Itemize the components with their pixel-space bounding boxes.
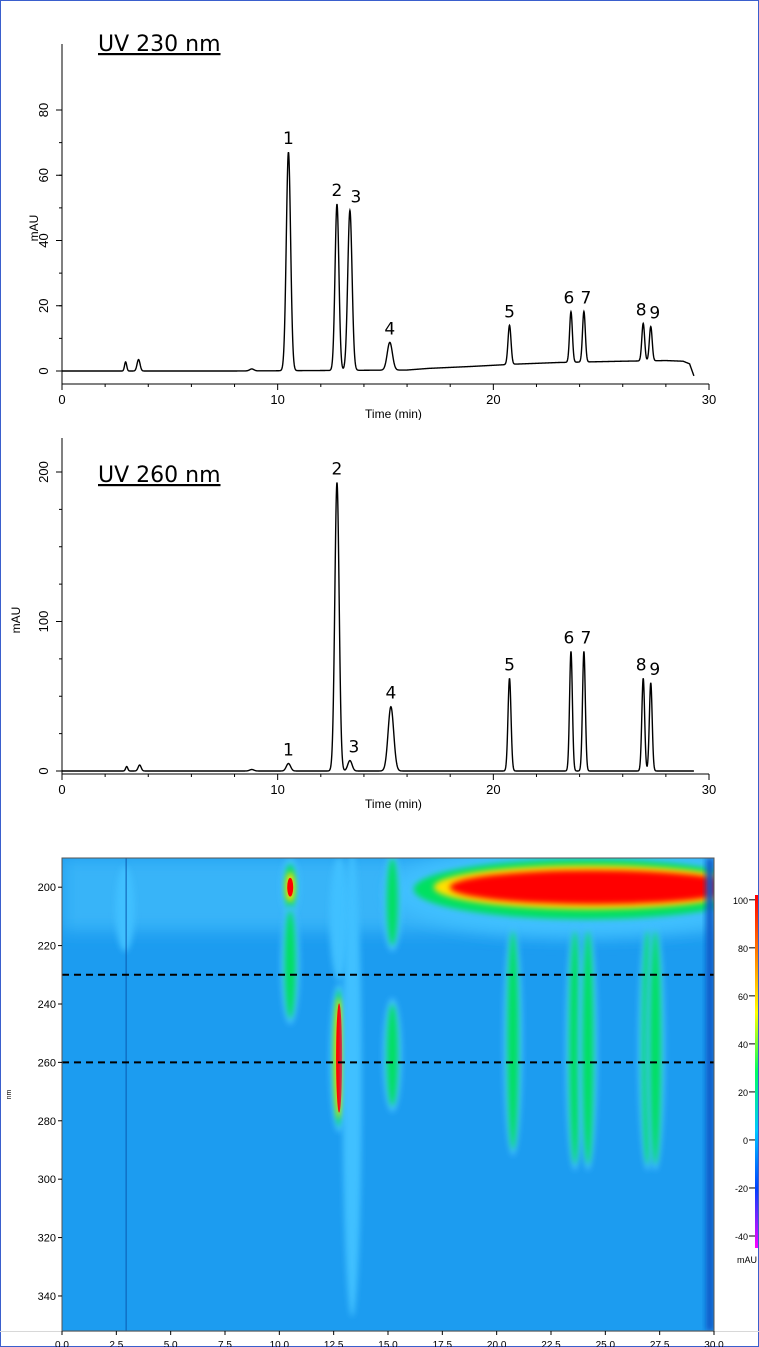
y-axis-title: nm	[6, 1089, 13, 1099]
peak-label: 8	[636, 300, 647, 320]
x-tick-label: 22.5	[541, 1340, 561, 1347]
peak-blob	[386, 1003, 398, 1107]
peak-halo	[329, 858, 349, 981]
peak-label: 4	[384, 319, 395, 339]
peak-blob	[386, 858, 398, 946]
x-tick-label: 0	[58, 782, 65, 797]
chromatogram-uv-230: 0 10 20 30 Time (min) 0 20 40 60 80 mAU UV 230 nm 1 2…	[27, 32, 716, 420]
x-tick-label: 20	[486, 392, 500, 407]
x-tick-label: 0.0	[55, 1340, 69, 1347]
y-tick-label: 20	[36, 299, 51, 313]
band-core	[449, 870, 714, 905]
contour-plot: 0.0 2.5 5.0 7.5 10.0 12.5 15.0 17.5 20.0 22.5 25.0…	[6, 857, 758, 1347]
x-tick-label: 25.0	[596, 1340, 616, 1347]
chromatogram-trace	[62, 151, 695, 377]
colorbar	[755, 895, 758, 1248]
heatmap-layer	[62, 858, 714, 1331]
x-tick-label: 30	[702, 392, 716, 407]
y-tick-label: 100	[36, 611, 51, 633]
colorbar-tick-label: 100	[733, 896, 748, 906]
y-tick-label: 0	[36, 767, 51, 774]
y-tick-label: 300	[38, 1174, 56, 1186]
x-tick-label: 17.5	[433, 1340, 453, 1347]
x-tick-label: 5.0	[164, 1340, 178, 1347]
colorbar-tick-label: -40	[735, 1232, 748, 1242]
x-tick-label: 0	[58, 392, 65, 407]
y-tick-label: 40	[36, 233, 51, 247]
x-tick-label: 20	[486, 782, 500, 797]
peak-blob-core	[287, 877, 294, 897]
peak-blob	[507, 930, 519, 1150]
x-tick-label: 15.0	[378, 1340, 398, 1347]
peak-label: 6	[564, 628, 575, 648]
peak-label: 7	[580, 628, 591, 648]
chromatogram-uv-260: 0 10 20 30 Time (min) 0 100 200 mAU UV 260 nm 1 2 3 4…	[9, 438, 716, 811]
x-axis-title: Time (min)	[365, 797, 422, 811]
peak-blob	[569, 930, 581, 1165]
y-tick-label: 220	[38, 941, 56, 953]
x-tick-label: 30	[702, 782, 716, 797]
peak-label: 5	[504, 302, 515, 322]
right-edge-shade	[706, 858, 714, 1331]
y-tick-label: 200	[36, 461, 51, 483]
y-tick-label: 340	[38, 1291, 56, 1303]
peak-halo	[115, 866, 135, 952]
y-tick-label: 60	[36, 168, 51, 182]
peak-label: 3	[349, 738, 360, 758]
chart-title: UV 260 nm	[98, 463, 221, 488]
x-tick-label: 10	[270, 392, 284, 407]
y-tick-label: 260	[38, 1057, 56, 1069]
x-tick-label: 2.5	[109, 1340, 123, 1347]
peak-label: 3	[351, 187, 362, 207]
y-tick-label: 0	[36, 367, 51, 374]
x-tick-label: 10	[270, 782, 284, 797]
peak-blob	[582, 930, 594, 1165]
y-axis-title: mAU	[27, 215, 41, 242]
y-tick-label: 80	[36, 103, 51, 117]
peak-label: 2	[332, 459, 343, 479]
peak-label: 2	[332, 181, 343, 201]
peak-label: 8	[636, 655, 647, 675]
colorbar-tick-label: 20	[738, 1088, 748, 1098]
x-tick-label: 20.0	[487, 1340, 507, 1347]
y-tick-label: 240	[38, 999, 56, 1011]
y-tick-label: 280	[38, 1116, 56, 1128]
peak-label: 7	[580, 288, 591, 308]
x-axis-title: Time (min)	[365, 407, 422, 420]
colorbar-unit-label: mAU	[737, 1255, 757, 1265]
colorbar-tick-label: 0	[743, 1136, 748, 1146]
peak-blob	[649, 930, 661, 1165]
colorbar-tick-label: 40	[738, 1040, 748, 1050]
y-tick-label: 200	[38, 882, 56, 894]
colorbar-tick-label: -20	[735, 1184, 748, 1194]
peak-blob-core	[336, 1003, 343, 1113]
x-tick-label: 27.5	[650, 1340, 670, 1347]
x-tick-label: 12.5	[324, 1340, 344, 1347]
peak-label: 1	[283, 741, 294, 761]
peak-label: 1	[283, 129, 294, 149]
colorbar-tick-label: 60	[738, 992, 748, 1002]
x-tick-label: 7.5	[218, 1340, 232, 1347]
colorbar-tick-label: 80	[738, 944, 748, 954]
peak-blob	[284, 910, 296, 1019]
peak-label: 5	[504, 655, 515, 675]
chart-title: UV 230 nm	[98, 32, 221, 57]
y-tick-label: 320	[38, 1233, 56, 1245]
x-tick-label: 30.0	[704, 1340, 724, 1347]
x-tick-label: 10.0	[270, 1340, 290, 1347]
peak-halo	[342, 858, 362, 1317]
peak-label: 6	[564, 289, 575, 309]
y-axis-title: mAU	[9, 607, 23, 634]
chromatogram-trace	[62, 482, 694, 772]
peak-label: 9	[649, 660, 660, 680]
peak-label: 4	[385, 684, 396, 704]
peak-label: 9	[649, 304, 660, 324]
